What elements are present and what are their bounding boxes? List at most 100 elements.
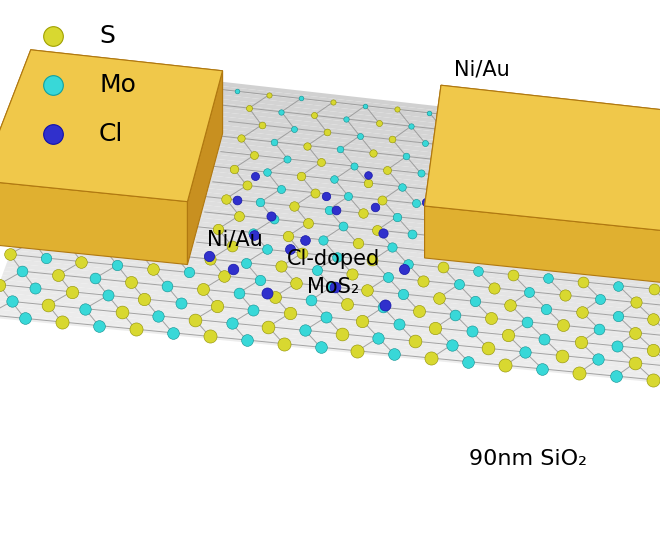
- Point: [372, 226, 383, 235]
- Polygon shape: [73, 78, 660, 148]
- Point: [585, 126, 595, 135]
- Point: [332, 252, 343, 261]
- Text: Cl: Cl: [99, 122, 123, 146]
- Point: [360, 101, 370, 110]
- Point: [415, 169, 426, 178]
- Point: [312, 266, 322, 275]
- Point: [256, 121, 267, 130]
- Point: [519, 348, 530, 357]
- Point: [296, 94, 306, 103]
- Point: [241, 258, 251, 267]
- Point: [362, 171, 373, 179]
- Polygon shape: [46, 154, 660, 224]
- Polygon shape: [4, 267, 660, 337]
- Point: [420, 197, 431, 206]
- Point: [310, 188, 320, 197]
- Point: [503, 331, 513, 340]
- Point: [228, 164, 239, 173]
- Point: [387, 243, 397, 252]
- Point: [71, 69, 82, 78]
- Point: [373, 333, 383, 342]
- Point: [648, 285, 659, 294]
- Point: [213, 225, 224, 234]
- Point: [232, 87, 242, 96]
- Point: [612, 311, 623, 320]
- Polygon shape: [2, 271, 660, 341]
- Polygon shape: [424, 206, 660, 286]
- Polygon shape: [57, 120, 660, 190]
- Polygon shape: [30, 196, 660, 265]
- Point: [537, 364, 548, 373]
- Point: [275, 185, 286, 194]
- Point: [466, 327, 477, 336]
- Polygon shape: [0, 50, 31, 243]
- Point: [434, 293, 444, 302]
- Polygon shape: [55, 129, 660, 199]
- Point: [430, 323, 440, 332]
- Polygon shape: [22, 217, 660, 287]
- Point: [262, 245, 273, 254]
- Polygon shape: [41, 166, 660, 236]
- Point: [370, 202, 380, 211]
- Point: [401, 152, 412, 161]
- Point: [30, 284, 40, 293]
- Point: [630, 358, 640, 367]
- Point: [505, 300, 515, 309]
- Point: [56, 318, 67, 327]
- Point: [89, 274, 100, 283]
- Polygon shape: [424, 85, 660, 234]
- Point: [66, 287, 77, 296]
- Point: [80, 304, 90, 313]
- Point: [279, 339, 289, 348]
- Point: [426, 354, 437, 363]
- Point: [290, 279, 301, 288]
- Point: [197, 285, 208, 294]
- Point: [397, 182, 407, 191]
- Point: [558, 321, 568, 330]
- Polygon shape: [69, 91, 660, 161]
- Point: [574, 368, 585, 377]
- Polygon shape: [13, 242, 660, 312]
- Point: [406, 122, 416, 131]
- Point: [393, 320, 404, 329]
- Point: [263, 322, 274, 331]
- Point: [76, 257, 86, 266]
- Polygon shape: [36, 179, 660, 249]
- Point: [249, 231, 259, 240]
- Point: [289, 124, 300, 133]
- Point: [577, 308, 587, 317]
- Polygon shape: [33, 187, 660, 257]
- Polygon shape: [24, 212, 660, 282]
- Polygon shape: [47, 149, 660, 219]
- Point: [354, 131, 365, 140]
- Point: [335, 145, 346, 154]
- Polygon shape: [11, 246, 660, 316]
- Polygon shape: [44, 158, 660, 228]
- Polygon shape: [424, 85, 441, 258]
- Polygon shape: [42, 162, 660, 232]
- Polygon shape: [7, 259, 660, 328]
- Point: [28, 237, 38, 246]
- Point: [262, 289, 273, 298]
- Point: [306, 296, 316, 305]
- Point: [116, 308, 127, 317]
- Polygon shape: [19, 225, 660, 295]
- Point: [321, 192, 332, 201]
- Point: [212, 302, 222, 311]
- Point: [398, 290, 409, 299]
- Polygon shape: [25, 208, 660, 278]
- Point: [367, 256, 378, 265]
- Point: [399, 264, 409, 273]
- Point: [249, 151, 259, 160]
- Point: [63, 240, 74, 249]
- Point: [633, 147, 644, 156]
- Point: [418, 276, 428, 285]
- Point: [424, 108, 435, 117]
- Point: [297, 249, 308, 258]
- Point: [147, 93, 157, 102]
- Point: [357, 316, 368, 325]
- Point: [48, 130, 58, 138]
- Point: [331, 206, 342, 215]
- Text: Cl-doped
MoS₂: Cl-doped MoS₂: [287, 248, 380, 296]
- Point: [170, 251, 180, 260]
